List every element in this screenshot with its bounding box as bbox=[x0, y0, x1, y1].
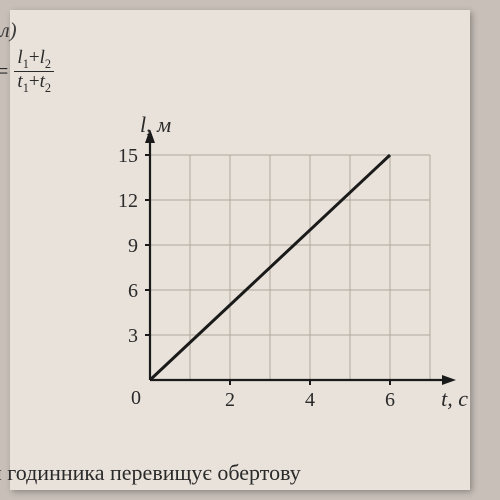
y-axis-label: l, м bbox=[140, 112, 171, 138]
svg-text:6: 6 bbox=[128, 280, 138, 302]
fraction-numerator: l1+l2 bbox=[14, 48, 54, 72]
text-fragment-bottom: и годинника перевищує обертову bbox=[0, 460, 301, 486]
svg-text:4: 4 bbox=[305, 389, 315, 411]
svg-text:0: 0 bbox=[131, 387, 141, 409]
formula: = l1+l2 t1+t2 bbox=[0, 48, 54, 95]
fraction: l1+l2 t1+t2 bbox=[14, 48, 54, 95]
svg-text:12: 12 bbox=[118, 190, 138, 212]
svg-text:9: 9 bbox=[128, 235, 138, 257]
x-axis-label: t, с bbox=[441, 386, 468, 412]
page-surface: ал) = l1+l2 t1+t2 l, м 36912150246 t, с … bbox=[10, 10, 470, 490]
equals-sign: = bbox=[0, 58, 8, 84]
line-chart: l, м 36912150246 t, с bbox=[80, 130, 460, 430]
fraction-denominator: t1+t2 bbox=[14, 72, 54, 95]
svg-text:3: 3 bbox=[128, 325, 138, 347]
chart-svg: 3 6 9 12 15 0 2 4 6 bbox=[80, 130, 460, 430]
text-fragment-top: ал) bbox=[0, 18, 17, 43]
svg-text:15: 15 bbox=[118, 145, 138, 167]
svg-text:6: 6 bbox=[385, 389, 395, 411]
svg-text:2: 2 bbox=[225, 389, 235, 411]
